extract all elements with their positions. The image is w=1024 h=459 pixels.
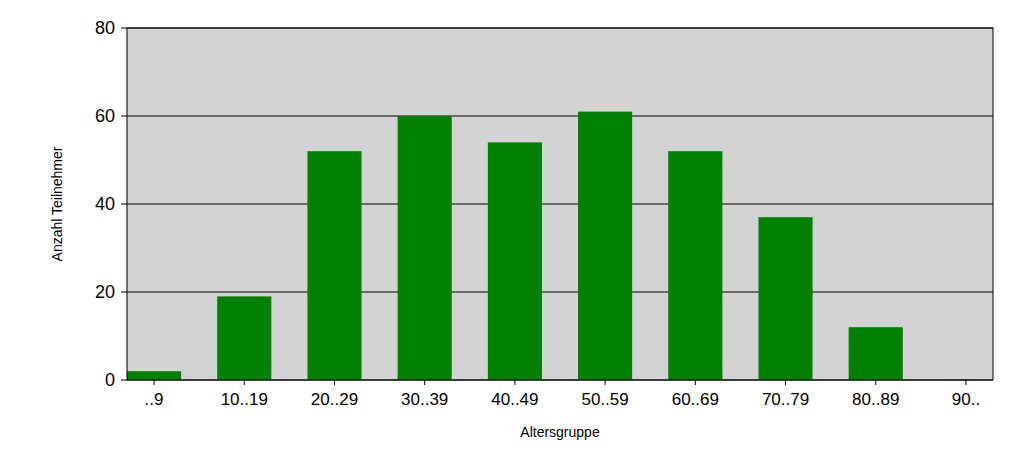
y-tick — [121, 204, 127, 205]
x-tick — [334, 380, 335, 385]
x-tick — [154, 380, 155, 385]
x-tick — [785, 380, 786, 385]
y-axis-label: Anzahl Teilnehmer — [49, 146, 65, 261]
grid-line — [127, 116, 993, 117]
y-tick — [121, 380, 127, 381]
x-tick — [965, 380, 966, 385]
x-tick-label: 60..69 — [672, 390, 719, 409]
x-tick-label: 20..29 — [311, 390, 358, 409]
bar — [217, 296, 271, 380]
bar — [758, 217, 812, 380]
y-tick-label: 0 — [105, 370, 115, 390]
x-tick-label: 40..49 — [491, 390, 538, 409]
x-tick-label: 70..79 — [762, 390, 809, 409]
x-tick — [605, 380, 606, 385]
x-tick-label: 30..39 — [401, 390, 448, 409]
y-tick-label: 20 — [95, 282, 115, 302]
grid-line — [127, 204, 993, 205]
x-tick-label: 10..19 — [221, 390, 268, 409]
bar — [578, 112, 632, 380]
y-tick-label: 60 — [95, 106, 115, 126]
y-tick — [121, 116, 127, 117]
y-tick — [121, 28, 127, 29]
bar — [668, 151, 722, 380]
x-tick-label: 50..59 — [581, 390, 628, 409]
grid-line — [127, 292, 993, 293]
x-tick — [424, 380, 425, 385]
x-tick — [875, 380, 876, 385]
bar — [307, 151, 361, 380]
x-tick — [514, 380, 515, 385]
x-axis-label: Altersgruppe — [520, 424, 600, 440]
y-tick — [121, 292, 127, 293]
y-tick-label: 40 — [95, 194, 115, 214]
bar — [849, 327, 903, 380]
x-tick-label: ..9 — [145, 390, 164, 409]
plot-frame — [127, 28, 993, 380]
x-tick-label: 80..89 — [852, 390, 899, 409]
chart: 0 20 40 60 80 ..9 10..19 20..29 30..39 40..49 50..… — [0, 0, 1024, 459]
y-tick-label: 80 — [95, 18, 115, 38]
x-tick — [244, 380, 245, 385]
x-tick-label: 90.. — [952, 390, 980, 409]
bar — [127, 371, 181, 380]
bar — [488, 142, 542, 380]
plot-background — [127, 28, 993, 380]
x-tick — [695, 380, 696, 385]
bar — [398, 116, 452, 380]
